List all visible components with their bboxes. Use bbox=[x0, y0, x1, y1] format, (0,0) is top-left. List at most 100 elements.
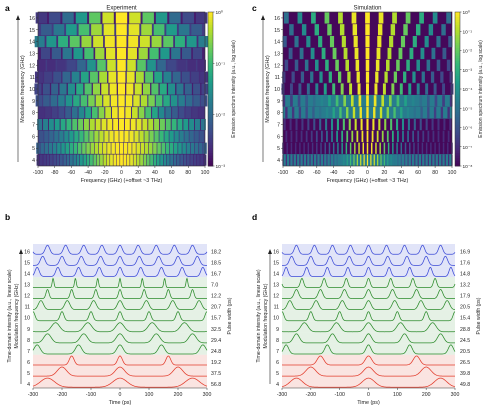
spectral-line bbox=[406, 59, 410, 71]
x-tick-label: 200 bbox=[422, 392, 431, 398]
y-axis-label-modulation: Modulation frequency (GHz) bbox=[263, 283, 269, 348]
spectral-line bbox=[191, 71, 199, 83]
colorbar-segment bbox=[208, 89, 213, 92]
spectral-line bbox=[157, 59, 166, 71]
colorbar-segment bbox=[208, 58, 213, 62]
pulse-row bbox=[281, 376, 456, 388]
y-tick-label: 10 bbox=[29, 87, 35, 93]
spectral-line bbox=[47, 59, 56, 71]
spectral-line bbox=[336, 130, 338, 143]
x-tick-label: 0 bbox=[119, 392, 122, 398]
spectral-line bbox=[184, 83, 192, 95]
spectral-line bbox=[120, 154, 123, 166]
panel-letter-b: b bbox=[5, 212, 10, 222]
colorbar-segment bbox=[455, 89, 460, 92]
spectral-line bbox=[98, 142, 103, 154]
pulse-row bbox=[32, 244, 208, 256]
spectral-line bbox=[139, 130, 144, 143]
spectral-line bbox=[365, 59, 370, 71]
pulse-row-band bbox=[282, 310, 455, 322]
spectral-line bbox=[431, 154, 433, 166]
spectral-line bbox=[72, 118, 78, 131]
spectral-line bbox=[441, 154, 443, 166]
spectral-line bbox=[64, 130, 69, 143]
colorbar-segment bbox=[208, 68, 213, 72]
spectral-line bbox=[123, 154, 127, 166]
series-label-pulse-width: 18.2 bbox=[211, 249, 221, 255]
spectral-line bbox=[384, 118, 387, 131]
spectral-line bbox=[102, 12, 114, 24]
colorbar-segment bbox=[455, 153, 460, 157]
spectral-line bbox=[69, 154, 73, 166]
spectral-line bbox=[193, 154, 197, 166]
series-label-mod-freq: 9 bbox=[276, 327, 279, 333]
axis-arrow-head bbox=[16, 15, 20, 20]
x-tick-label: -80 bbox=[51, 170, 59, 176]
spectral-line bbox=[90, 71, 98, 83]
spectral-line bbox=[117, 83, 126, 95]
spectral-line bbox=[373, 95, 377, 107]
spectral-line bbox=[159, 83, 167, 95]
colorbar-segment bbox=[208, 53, 213, 57]
pulse-row bbox=[33, 288, 207, 300]
spectral-line bbox=[309, 154, 311, 166]
spectral-line bbox=[312, 107, 315, 119]
spectral-line bbox=[383, 142, 386, 154]
spectral-line bbox=[195, 12, 208, 24]
heatmap-row bbox=[37, 59, 206, 72]
spectral-line bbox=[443, 118, 446, 131]
spectral-line bbox=[307, 142, 310, 154]
x-tick-label: 20 bbox=[382, 170, 388, 176]
pulse-trace bbox=[281, 355, 456, 366]
spectral-line bbox=[408, 83, 412, 95]
spectral-line bbox=[377, 154, 379, 166]
spectral-line bbox=[154, 71, 163, 83]
colorbar-segment bbox=[455, 106, 460, 110]
spectral-line bbox=[285, 130, 288, 143]
series-label-pulse-width: 7.0 bbox=[211, 283, 218, 289]
series-label-pulse-width: 17.9 bbox=[460, 294, 470, 300]
spectral-line bbox=[354, 142, 356, 154]
spectral-line bbox=[326, 130, 328, 143]
spectral-line bbox=[115, 142, 120, 154]
spectral-line bbox=[390, 24, 396, 36]
colorbar-tick-label: 10⁻⁴ bbox=[463, 87, 473, 93]
colorbar-segment bbox=[455, 27, 460, 31]
spectral-line bbox=[350, 154, 352, 166]
spectral-line bbox=[103, 142, 107, 154]
spectral-line bbox=[182, 142, 186, 154]
x-axis-label: Time (ps) bbox=[109, 400, 132, 406]
pulse-row bbox=[32, 343, 208, 355]
x-tick-label: -20 bbox=[101, 170, 109, 176]
spectral-line bbox=[332, 83, 336, 95]
pulse-row-band bbox=[33, 299, 207, 311]
colorbar-segment bbox=[208, 83, 213, 87]
pulse-panel-d: 16 16.9 15 17.6 14 14.8 13 13.2 12 17.9 11 20.5 10 15… bbox=[256, 244, 482, 406]
spectral-line bbox=[86, 142, 90, 154]
spectral-line bbox=[365, 35, 370, 48]
colorbar-segment bbox=[208, 45, 213, 49]
spectral-line bbox=[74, 130, 79, 143]
spectral-line bbox=[126, 154, 130, 166]
spectral-line bbox=[354, 118, 357, 131]
spectral-line bbox=[374, 83, 378, 95]
spectral-line bbox=[354, 47, 359, 60]
spectral-line bbox=[316, 154, 318, 166]
spectral-line bbox=[189, 130, 194, 143]
spectral-line bbox=[427, 130, 430, 143]
spectral-line bbox=[411, 95, 415, 107]
spectral-line bbox=[79, 130, 84, 143]
x-tick-label: -60 bbox=[68, 170, 76, 176]
spectral-line bbox=[154, 130, 159, 143]
colorbar-tick-label: 10⁻⁵ bbox=[463, 106, 473, 112]
spectral-line bbox=[351, 12, 357, 24]
colorbar-segment bbox=[208, 96, 213, 100]
pulse-row-band bbox=[282, 277, 455, 289]
spectral-line bbox=[190, 154, 194, 166]
x-tick-label: -200 bbox=[306, 392, 316, 398]
spectral-line bbox=[393, 107, 396, 119]
colorbar-segment bbox=[455, 127, 460, 131]
spectral-line bbox=[134, 130, 139, 143]
spectral-line bbox=[132, 107, 138, 119]
spectral-line bbox=[320, 130, 323, 143]
